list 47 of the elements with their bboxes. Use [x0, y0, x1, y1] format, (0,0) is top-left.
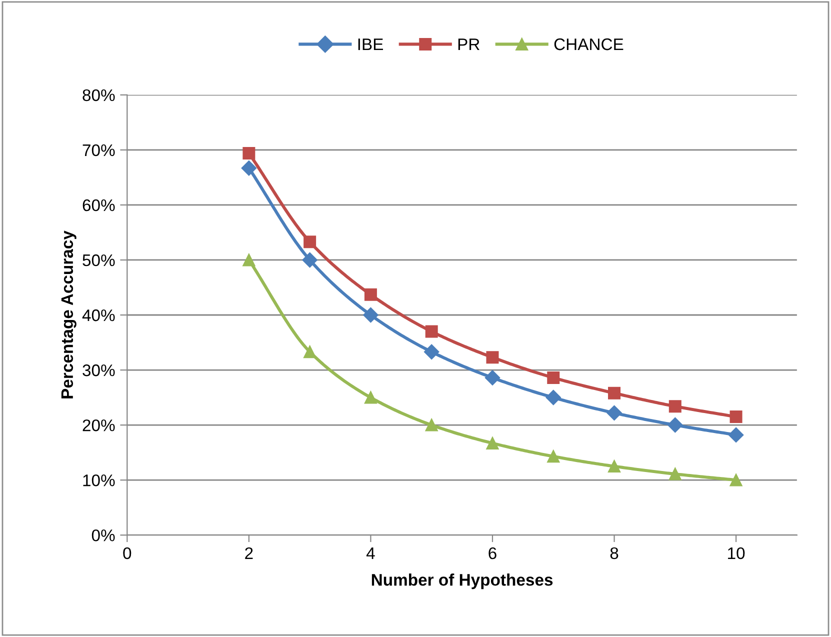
x-tick-label: 10: [728, 547, 745, 560]
x-tick-label: 4: [366, 548, 375, 559]
y-tick-label: 70%: [82, 144, 115, 156]
x-tick-label: 0: [123, 547, 132, 560]
point: [547, 450, 560, 463]
point: [364, 391, 377, 404]
y-tick-label: 10%: [83, 474, 115, 486]
y-axis-title: Percentage Accuracy: [61, 230, 76, 398]
y-tick-label: 40%: [82, 309, 115, 322]
x-tick-label: 6: [488, 547, 496, 560]
point: [606, 405, 622, 421]
point: [425, 418, 438, 432]
x-tick-label: 2: [245, 547, 253, 559]
point: [730, 474, 742, 486]
point: [242, 254, 256, 266]
point: [668, 400, 682, 413]
point: [302, 252, 318, 268]
point: [486, 351, 499, 364]
y-tick-label: 20%: [82, 419, 115, 432]
y-tick-label: 50%: [82, 254, 115, 266]
point: [304, 236, 316, 248]
legend-label: CHANCE: [554, 38, 624, 50]
point: [486, 436, 499, 450]
point: [242, 146, 256, 160]
point: [424, 344, 440, 360]
y-tick-label: 0%: [92, 529, 115, 542]
point: [728, 427, 744, 443]
point: [668, 417, 683, 433]
legend-label: IBE: [358, 38, 383, 50]
x-tick-label: 8: [610, 547, 618, 560]
y-tick-label: 80%: [82, 89, 115, 102]
point: [304, 346, 316, 358]
point: [547, 371, 560, 384]
point: [363, 307, 378, 323]
point: [425, 325, 438, 338]
x-axis-title: Number of Hypotheses: [372, 574, 553, 590]
point: [364, 288, 377, 301]
y-tick-label: 60%: [82, 199, 115, 212]
point: [546, 390, 561, 406]
y-tick-label: 30%: [82, 364, 115, 376]
point: [484, 370, 500, 386]
point: [730, 410, 742, 424]
point: [608, 460, 621, 473]
point: [241, 160, 256, 176]
point: [608, 386, 621, 400]
legend-label: PR: [458, 38, 480, 50]
point: [668, 468, 682, 480]
